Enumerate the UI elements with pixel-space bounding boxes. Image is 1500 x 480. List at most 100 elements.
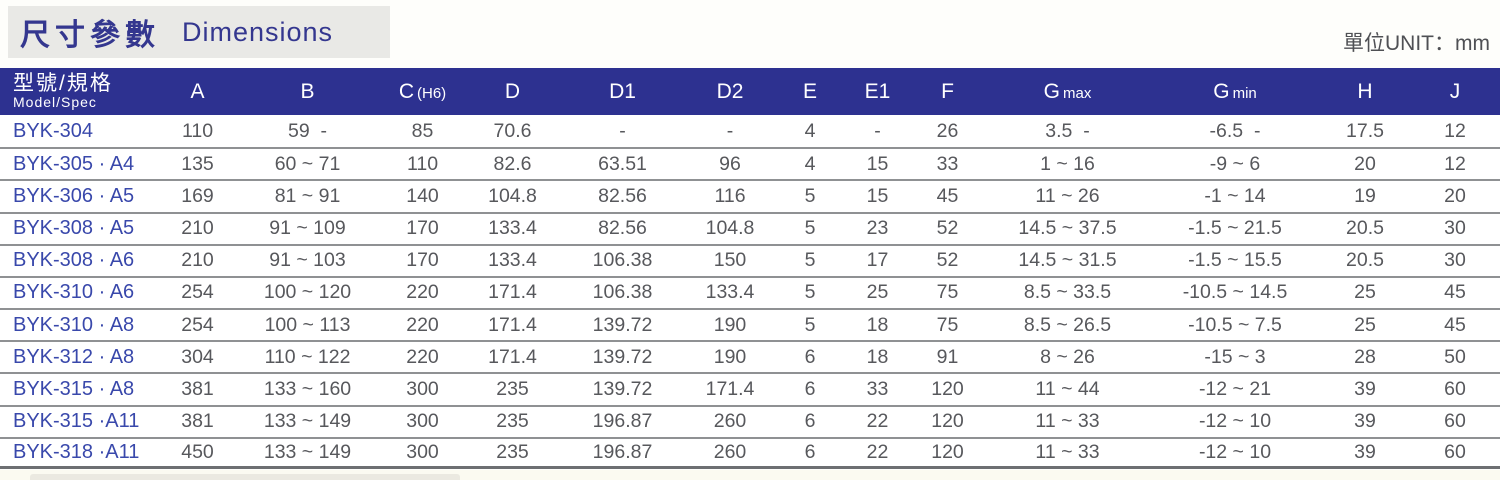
value-cell: 8 ~ 26 (1040, 345, 1095, 368)
table-row: BYK-312 · A8 304 110 ~ 122 220 171.4 139.72 19… (0, 340, 1500, 373)
value-cell: -1 ~ 14 (1204, 184, 1266, 207)
value-cell: 171.4 (488, 313, 537, 336)
value-cell: 139.72 (592, 377, 653, 400)
value-cell: 82.56 (598, 217, 647, 240)
value-cell: 116 (714, 184, 746, 207)
column-header-ch6: C (H6) (398, 79, 447, 103)
value-cell: 60 ~ 71 (274, 152, 341, 175)
value-cell: 260 (713, 410, 747, 433)
value-cell: 30 (1444, 217, 1466, 240)
value-cell: 1 ~ 16 (1040, 152, 1095, 175)
value-cell: 120 (931, 410, 964, 433)
value-cell: 8.5 ~ 33.5 (1023, 281, 1112, 304)
value-cell: -10.5 ~ 7.5 (1188, 313, 1282, 336)
value-cell: 33 (866, 377, 889, 400)
value-cell: 140 (406, 184, 439, 207)
value-cell: 6 (804, 377, 816, 400)
value-cell: 150 (713, 249, 747, 272)
value-cell: 19 (1354, 184, 1376, 207)
value-cell: 20.5 (1346, 217, 1384, 240)
table-row: BYK-310 · A8 254 100 ~ 113 220 171.4 139.72 19… (0, 308, 1500, 341)
column-header-d: D (504, 79, 521, 103)
value-cell: 25 (1354, 281, 1376, 304)
value-cell: 45 (936, 184, 959, 207)
value-cell: 3.5 - (1045, 119, 1090, 142)
value-cell: 20 (1444, 184, 1466, 207)
value-cell: 133 ~ 149 (263, 410, 352, 433)
value-cell: 254 (181, 313, 214, 336)
model-cell: BYK-310 · A8 (13, 313, 135, 336)
value-cell: 110 (406, 152, 439, 175)
column-header-e: E (802, 79, 817, 103)
value-cell: 110 (181, 119, 214, 142)
table-body: BYK-304 110 59 - 85 70.6 - - 4 - 26 3.5 - -6.5 - 17.… (0, 115, 1500, 469)
value-cell: 170 (406, 249, 439, 272)
value-cell: -1.5 ~ 15.5 (1188, 249, 1282, 272)
value-cell: 18 (866, 345, 889, 368)
value-cell: 235 (496, 377, 529, 400)
column-header-model: 型號/規格 Model/Spec (0, 73, 160, 110)
value-cell: 170 (406, 217, 439, 240)
table-row: BYK-304 110 59 - 85 70.6 - - 4 - 26 3.5 - -6.5 - 17.… (0, 115, 1500, 148)
value-cell: 120 (931, 377, 964, 400)
value-cell: 18 (866, 313, 889, 336)
value-cell: 171.4 (705, 377, 755, 400)
model-cell: BYK-305 · A4 (13, 152, 135, 175)
value-cell: 5 (804, 313, 816, 336)
value-cell: 91 ~ 109 (269, 217, 346, 240)
model-cell: BYK-310 · A6 (13, 281, 135, 304)
value-cell: -12 ~ 10 (1198, 410, 1272, 433)
value-cell: 8.5 ~ 26.5 (1023, 313, 1112, 336)
value-cell: 235 (496, 410, 529, 433)
section-title-en: Dimensions (182, 16, 334, 47)
value-cell: 96 (719, 152, 741, 175)
model-cell: BYK-315 ·A11 (13, 410, 140, 433)
value-cell: 190 (713, 345, 747, 368)
value-cell: -12 ~ 10 (1198, 440, 1272, 463)
value-cell: 133.4 (705, 281, 755, 304)
value-cell: 59 - (287, 119, 328, 142)
value-cell: 15 (866, 184, 889, 207)
model-cell: BYK-308 · A6 (13, 249, 135, 272)
value-cell: 196.87 (592, 410, 653, 433)
value-cell: 39 (1354, 410, 1376, 433)
value-cell: 110 ~ 122 (264, 345, 351, 368)
value-cell: -9 ~ 6 (1209, 152, 1261, 175)
value-cell: 210 (181, 217, 214, 240)
value-cell: 133.4 (488, 217, 537, 240)
value-cell: 100 ~ 120 (263, 281, 352, 304)
value-cell: 135 (181, 152, 214, 175)
value-cell: 381 (181, 410, 214, 433)
value-cell: 5 (804, 281, 816, 304)
value-cell: 254 (181, 281, 214, 304)
value-cell: 45 (1444, 281, 1466, 304)
value-cell: 5 (804, 217, 816, 240)
next-section-title-box-edge (30, 474, 460, 480)
value-cell: 60 (1444, 377, 1466, 400)
model-cell: BYK-315 · A8 (13, 377, 135, 400)
column-header-a: A (190, 79, 205, 103)
value-cell: - (726, 119, 734, 142)
value-cell: 120 (931, 440, 964, 463)
value-cell: 14.5 ~ 31.5 (1018, 249, 1117, 272)
model-cell: BYK-304 (13, 119, 94, 142)
value-cell: 22 (866, 440, 889, 463)
value-cell: 81 ~ 91 (274, 184, 341, 207)
value-cell: 20.5 (1346, 249, 1384, 272)
value-cell: 39 (1354, 377, 1376, 400)
value-cell: 106.38 (592, 281, 653, 304)
value-cell: 6 (804, 345, 816, 368)
value-cell: 260 (713, 440, 747, 463)
value-cell: 220 (406, 345, 439, 368)
value-cell: 235 (496, 440, 529, 463)
value-cell: 11 ~ 26 (1035, 184, 1100, 207)
unit-label: 單位UNIT：mm (1343, 32, 1490, 55)
value-cell: 139.72 (592, 345, 653, 368)
value-cell: -1.5 ~ 21.5 (1188, 217, 1282, 240)
value-cell: 300 (406, 440, 439, 463)
value-cell: - (619, 119, 626, 142)
value-cell: 45 (1444, 313, 1466, 336)
value-cell: 100 ~ 113 (264, 313, 351, 336)
